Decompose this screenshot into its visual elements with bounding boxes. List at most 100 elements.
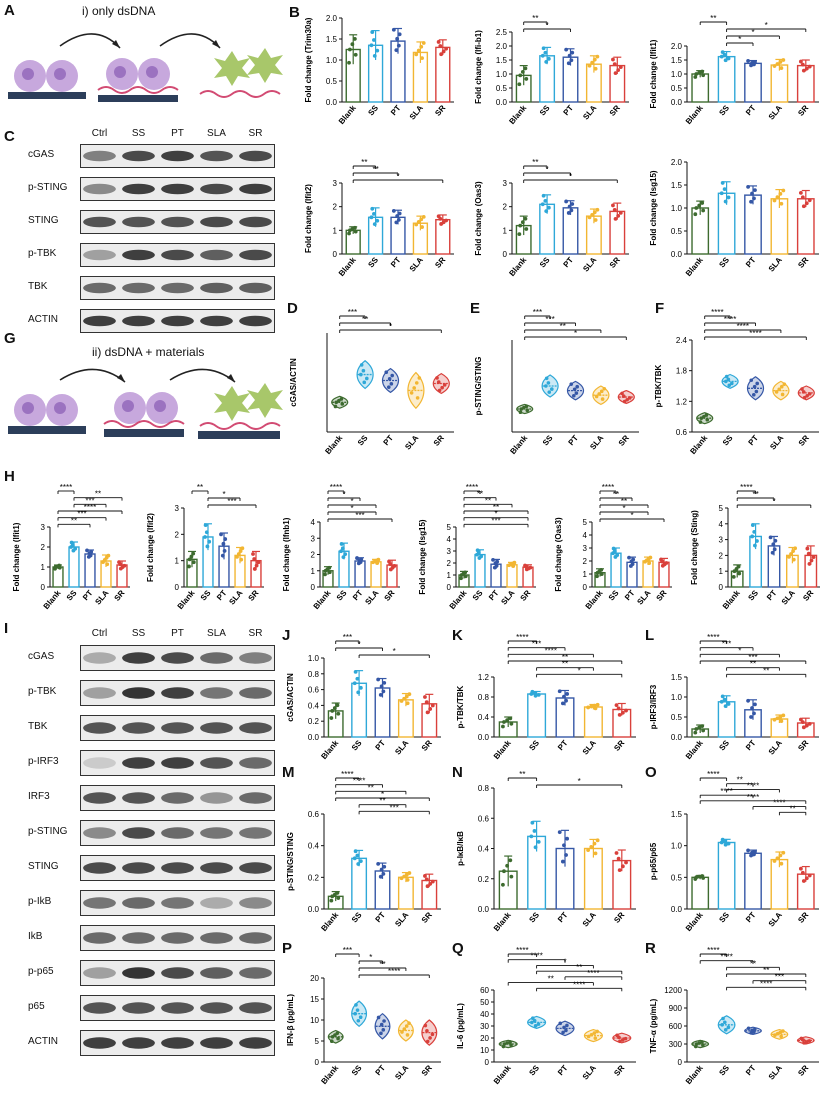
y-tick-label: 0.0 bbox=[308, 905, 320, 914]
x-tick-label: SR bbox=[617, 433, 631, 447]
x-tick-label: PT bbox=[744, 738, 758, 752]
x-tick-label: SS bbox=[356, 433, 370, 447]
x-tick-label: SLA bbox=[767, 103, 784, 121]
significance-label: * bbox=[574, 329, 577, 338]
data-point bbox=[221, 541, 226, 546]
panel-letter-j: J bbox=[282, 627, 291, 644]
significance-label: **** bbox=[747, 793, 759, 802]
blot-row-label: cGAS bbox=[28, 651, 55, 662]
blot-row-label: p-IRF3 bbox=[28, 756, 59, 767]
data-point bbox=[340, 546, 345, 551]
blot-band-strip bbox=[80, 680, 275, 706]
data-point bbox=[369, 43, 374, 48]
data-point bbox=[407, 692, 412, 697]
data-point bbox=[370, 30, 375, 34]
panel-letter-r: R bbox=[645, 940, 656, 957]
blot-row-label: IkB bbox=[28, 931, 43, 942]
data-point bbox=[780, 392, 785, 397]
blot-band bbox=[83, 687, 116, 699]
data-point bbox=[595, 1029, 600, 1034]
x-tick-label: SR bbox=[420, 738, 434, 752]
x-tick-label: PT bbox=[374, 1063, 388, 1077]
data-point bbox=[557, 689, 562, 694]
y-axis-label: Fold change (Ifit2) bbox=[304, 184, 313, 253]
data-point bbox=[595, 574, 599, 579]
blot-band bbox=[83, 249, 116, 261]
significance-label: ** bbox=[576, 963, 582, 972]
y-tick-label: 5 bbox=[315, 1037, 320, 1046]
x-tick-label: PT bbox=[374, 910, 388, 924]
x-tick-label: PT bbox=[556, 1063, 570, 1077]
blot-band bbox=[200, 897, 233, 909]
data-point bbox=[376, 1015, 381, 1020]
x-tick-label: SR bbox=[382, 588, 396, 602]
x-tick-label: Blank bbox=[684, 738, 705, 761]
data-point bbox=[594, 394, 599, 399]
data-point bbox=[355, 676, 360, 681]
data-point bbox=[727, 383, 732, 388]
significance-label: *** bbox=[532, 640, 541, 649]
data-point bbox=[562, 1025, 566, 1030]
data-point bbox=[235, 554, 239, 559]
blot-band bbox=[161, 1037, 194, 1049]
y-tick-label: 2 bbox=[311, 551, 316, 560]
data-point bbox=[565, 836, 570, 841]
significance-label: * bbox=[765, 21, 768, 30]
data-point bbox=[750, 534, 755, 539]
data-point bbox=[616, 856, 621, 861]
data-point bbox=[629, 559, 634, 564]
y-axis-label: Fold change (Oas3) bbox=[554, 517, 563, 592]
y-tick-label: 1.2 bbox=[676, 397, 688, 406]
data-point bbox=[85, 548, 89, 553]
data-point bbox=[544, 384, 548, 388]
data-point bbox=[353, 849, 358, 854]
significance-label: * bbox=[738, 35, 741, 44]
data-point bbox=[507, 563, 511, 568]
chart-q: 0 10 20 30 40 50 60 IL-6 (pg/mL) Blank SS PT SLA SR *… bbox=[456, 946, 636, 1086]
data-point bbox=[350, 42, 355, 47]
blot-band bbox=[161, 183, 194, 195]
arrow-icon bbox=[59, 33, 121, 49]
data-point bbox=[508, 858, 513, 863]
data-point bbox=[505, 863, 510, 868]
data-point bbox=[335, 703, 340, 708]
data-point bbox=[378, 874, 383, 879]
x-tick-label: Blank bbox=[319, 1063, 340, 1086]
panel-letter-a: A bbox=[4, 2, 15, 19]
data-point bbox=[543, 50, 548, 55]
data-point bbox=[617, 868, 622, 873]
blot-lane-label: SS bbox=[131, 128, 146, 139]
blot-lane-labels: Ctrl SS PT SLA SR bbox=[80, 128, 275, 139]
data-point bbox=[491, 557, 495, 562]
data-point bbox=[753, 702, 757, 707]
significance-label: * bbox=[751, 28, 754, 37]
y-tick-label: 1 bbox=[503, 226, 508, 235]
x-tick-label: SS bbox=[607, 588, 621, 602]
blot-lane-label: Ctrl bbox=[91, 628, 108, 639]
data-point bbox=[586, 848, 591, 853]
data-point bbox=[793, 546, 798, 551]
significance-label: **** bbox=[587, 969, 599, 978]
blot-band bbox=[200, 249, 233, 261]
x-tick-label: SLA bbox=[581, 255, 598, 273]
x-tick-label: Blank bbox=[508, 433, 529, 456]
dsdna-icon bbox=[103, 420, 185, 428]
blot-band-strip bbox=[80, 890, 275, 916]
data-point bbox=[436, 380, 441, 384]
significance-label: **** bbox=[707, 946, 719, 955]
data-point bbox=[223, 537, 228, 541]
data-point bbox=[779, 719, 784, 724]
data-point bbox=[390, 373, 395, 378]
data-point bbox=[414, 381, 419, 385]
data-point bbox=[781, 713, 786, 718]
panel-letter-i: I bbox=[4, 620, 9, 637]
significance-label: ** bbox=[362, 315, 368, 324]
blot-band bbox=[122, 687, 155, 699]
data-point bbox=[222, 549, 227, 553]
data-point bbox=[339, 542, 344, 546]
y-tick-label: 0.4 bbox=[478, 713, 490, 722]
significance-label: ** bbox=[562, 660, 568, 669]
data-point bbox=[397, 211, 402, 216]
data-point bbox=[400, 1030, 404, 1034]
